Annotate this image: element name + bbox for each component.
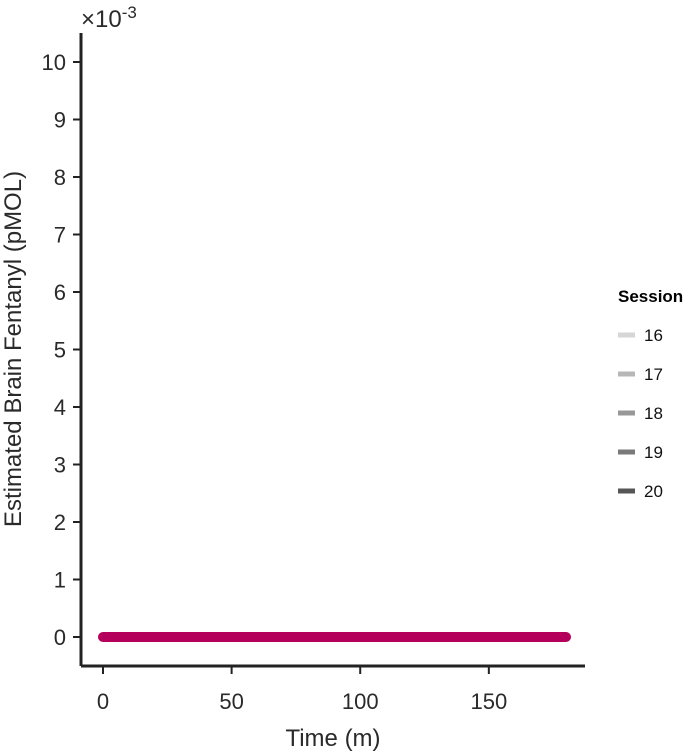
- y-tick-label: 0: [54, 625, 66, 650]
- y-axis-label: Estimated Brain Fentanyl (pMOL): [0, 171, 27, 527]
- legend: Session 16 17 18 19 20: [618, 287, 683, 501]
- y-tick-label: 5: [54, 338, 66, 363]
- legend-item: 16: [618, 326, 663, 345]
- legend-items: 16 17 18 19 20: [618, 326, 663, 501]
- y-tick-label: 7: [54, 223, 66, 248]
- x-tick-label: 0: [97, 689, 109, 714]
- y-tick-label: 1: [54, 568, 66, 593]
- legend-item: 20: [618, 482, 663, 501]
- y-axis-multiplier: ×10-3: [81, 3, 137, 33]
- x-tick-label: 150: [470, 689, 507, 714]
- legend-label: 19: [644, 443, 663, 462]
- legend-label: 17: [644, 365, 663, 384]
- legend-label: 18: [644, 404, 663, 423]
- y-tick-label: 6: [54, 280, 66, 305]
- y-tick-label: 3: [54, 453, 66, 478]
- x-tick-label: 50: [219, 689, 243, 714]
- legend-item: 17: [618, 365, 663, 384]
- legend-item: 18: [618, 404, 663, 423]
- x-axis-label: Time (m): [285, 725, 380, 752]
- y-axis-ticks: 0 1 2 3 4 5 6 7 8 9 10: [42, 50, 81, 650]
- y-axis-multiplier-base: ×10: [81, 6, 122, 33]
- y-axis-multiplier-exponent: -3: [122, 3, 137, 22]
- y-tick-label: 4: [54, 395, 66, 420]
- legend-title: Session: [618, 287, 683, 306]
- y-tick-label: 2: [54, 510, 66, 535]
- x-axis-ticks: 0 50 100 150: [97, 666, 507, 714]
- legend-label: 20: [644, 482, 663, 501]
- y-tick-label: 10: [42, 50, 66, 75]
- y-tick-label: 8: [54, 165, 66, 190]
- x-tick-label: 100: [342, 689, 379, 714]
- legend-label: 16: [644, 326, 663, 345]
- y-tick-label: 9: [54, 108, 66, 133]
- legend-item: 19: [618, 443, 663, 462]
